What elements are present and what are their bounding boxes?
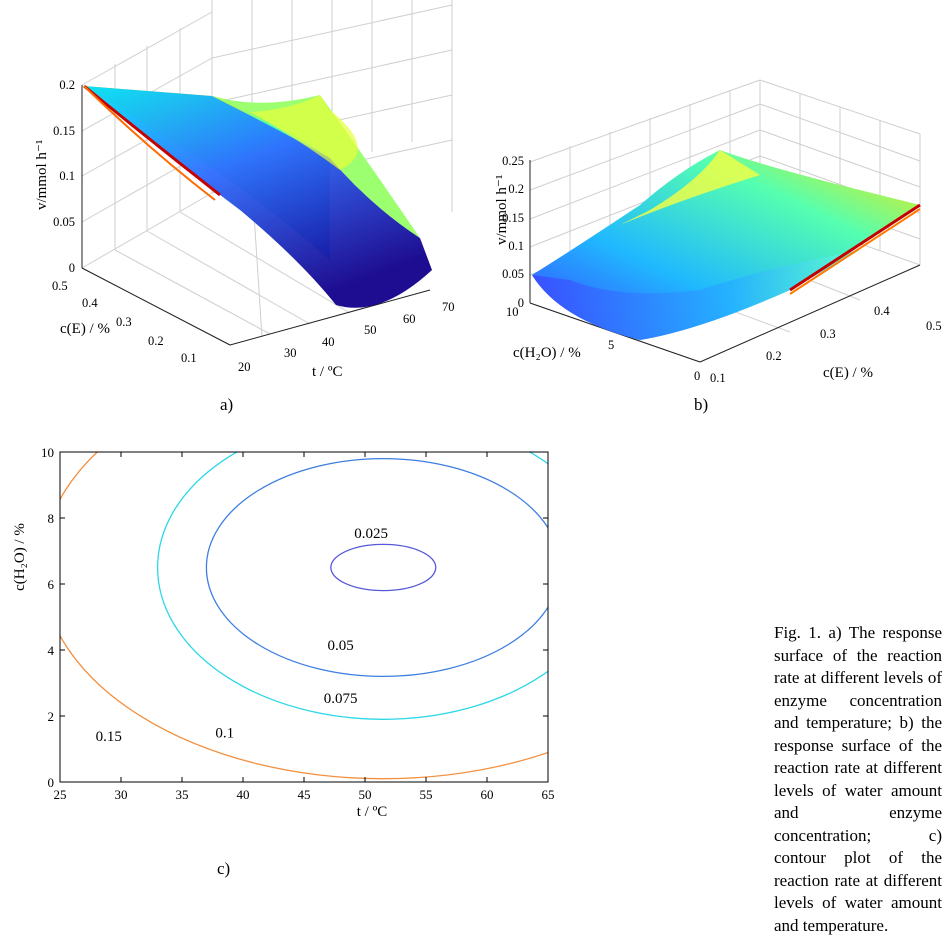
tick-label: 20: [238, 360, 251, 374]
panel-label-b: b): [694, 395, 708, 414]
tick-label: 0.15: [502, 211, 524, 225]
tick-label: 70: [442, 300, 455, 314]
tick-label: 60: [403, 312, 416, 326]
tick-label: 0.1: [181, 351, 197, 365]
x-tick-label: 50: [359, 787, 372, 802]
contour-line-0.15: [0, 280, 877, 854]
z-ticks-b: 0 0.05 0.1 0.15 0.2 0.25: [502, 154, 524, 310]
x-axis-label-c: t / ºC: [357, 804, 388, 820]
tick-label: 0.4: [82, 296, 98, 310]
tick-label: 0.1: [59, 169, 75, 183]
y-ticks-a: 0.5 0.4 0.3 0.2 0.1: [52, 279, 197, 365]
x-tick-label: 25: [54, 787, 67, 802]
tick-label: 0.2: [148, 334, 164, 348]
tick-label: 0.2: [766, 349, 782, 363]
tick-label: 0.5: [926, 319, 942, 333]
tick-label: 0: [69, 261, 75, 275]
contour-lines: [0, 280, 877, 854]
tick-label: 10: [506, 305, 519, 319]
x-ticks-a: 20 30 40 50 60 70: [238, 300, 455, 374]
x-ticks-b: 0.1 0.2 0.3 0.4 0.5: [710, 304, 942, 385]
tick-label: 50: [364, 323, 377, 337]
y-tick-label: 10: [41, 445, 54, 460]
y-tick-label: 0: [48, 775, 55, 790]
tick-label: 0: [518, 296, 524, 310]
y-ticks-b: 10 5 0: [506, 305, 700, 383]
tick-label: 0.2: [59, 78, 75, 92]
contour-label: 0.1: [215, 725, 234, 741]
y-axis-label-c: c(H₂O) / %: [12, 523, 28, 591]
z-ticks-a: 0 0.05 0.1 0.15 0.2: [53, 78, 75, 275]
axes-a: [81, 85, 431, 346]
tick-label: 0.5: [52, 279, 68, 293]
tick-label: 0.25: [502, 154, 524, 168]
tick-label: 0.1: [710, 371, 726, 385]
contour-line-0.075: [157, 452, 548, 720]
y-tick-label: 2: [48, 709, 55, 724]
contour-line-0.05: [205, 457, 548, 678]
tick-label: 0.05: [53, 215, 75, 229]
tick-label: 5: [608, 338, 614, 352]
tick-label: 0.05: [502, 267, 524, 281]
tick-label: 30: [284, 346, 297, 360]
z-axis-label-b: v/mmol h⁻¹: [494, 175, 510, 245]
panel-label-a: a): [220, 395, 233, 414]
y-axis-label-a: c(E) / %: [60, 321, 110, 337]
x-tick-label: 45: [298, 787, 311, 802]
tick-label: 40: [322, 335, 335, 349]
y-axis-label-b: c(H₂O) / %: [513, 345, 581, 361]
x-tick-label: 55: [420, 787, 433, 802]
surface-a: [83, 84, 432, 308]
x-tick-label: 65: [542, 787, 555, 802]
contour-label: 0.025: [354, 526, 388, 542]
y-tick-label: 8: [48, 511, 55, 526]
x-tick-label: 40: [237, 787, 250, 802]
x-tick-label: 60: [481, 787, 494, 802]
contour-label: 0.15: [96, 729, 122, 745]
tick-label: 0.2: [508, 182, 524, 196]
y-tick-label: 4: [48, 643, 55, 658]
contour-label: 0.075: [324, 691, 358, 707]
plot-frame: [59, 451, 549, 783]
contour-line-0.025: [330, 543, 437, 592]
x-tick-label: 35: [176, 787, 189, 802]
tick-label: 0.15: [53, 124, 75, 138]
x-tick-label: 30: [115, 787, 128, 802]
tick-label: 0.3: [116, 315, 132, 329]
z-axis-label-a: v/mmol h⁻¹: [34, 140, 50, 210]
x-axis-label-a: t / ºC: [312, 364, 343, 380]
contour-line-0.1: [60, 452, 548, 780]
tick-label: 0.3: [820, 327, 836, 341]
surface-b: [532, 150, 921, 340]
tick-label: 0.1: [508, 239, 524, 253]
x-axis-label-b: c(E) / %: [823, 365, 873, 381]
y-tick-label: 6: [48, 577, 55, 592]
chart-a: 0 0.05 0.1 0.15 0.2 0.5 0.4 0.3 0.2 0.1 …: [0, 0, 942, 878]
panel-label-c: c): [217, 859, 230, 878]
tick-label: 0.4: [874, 304, 890, 318]
figure-caption: Fig. 1. a) The response surface of the r…: [774, 623, 942, 935]
contour-label: 0.05: [327, 638, 353, 654]
tick-label: 0: [694, 369, 700, 383]
